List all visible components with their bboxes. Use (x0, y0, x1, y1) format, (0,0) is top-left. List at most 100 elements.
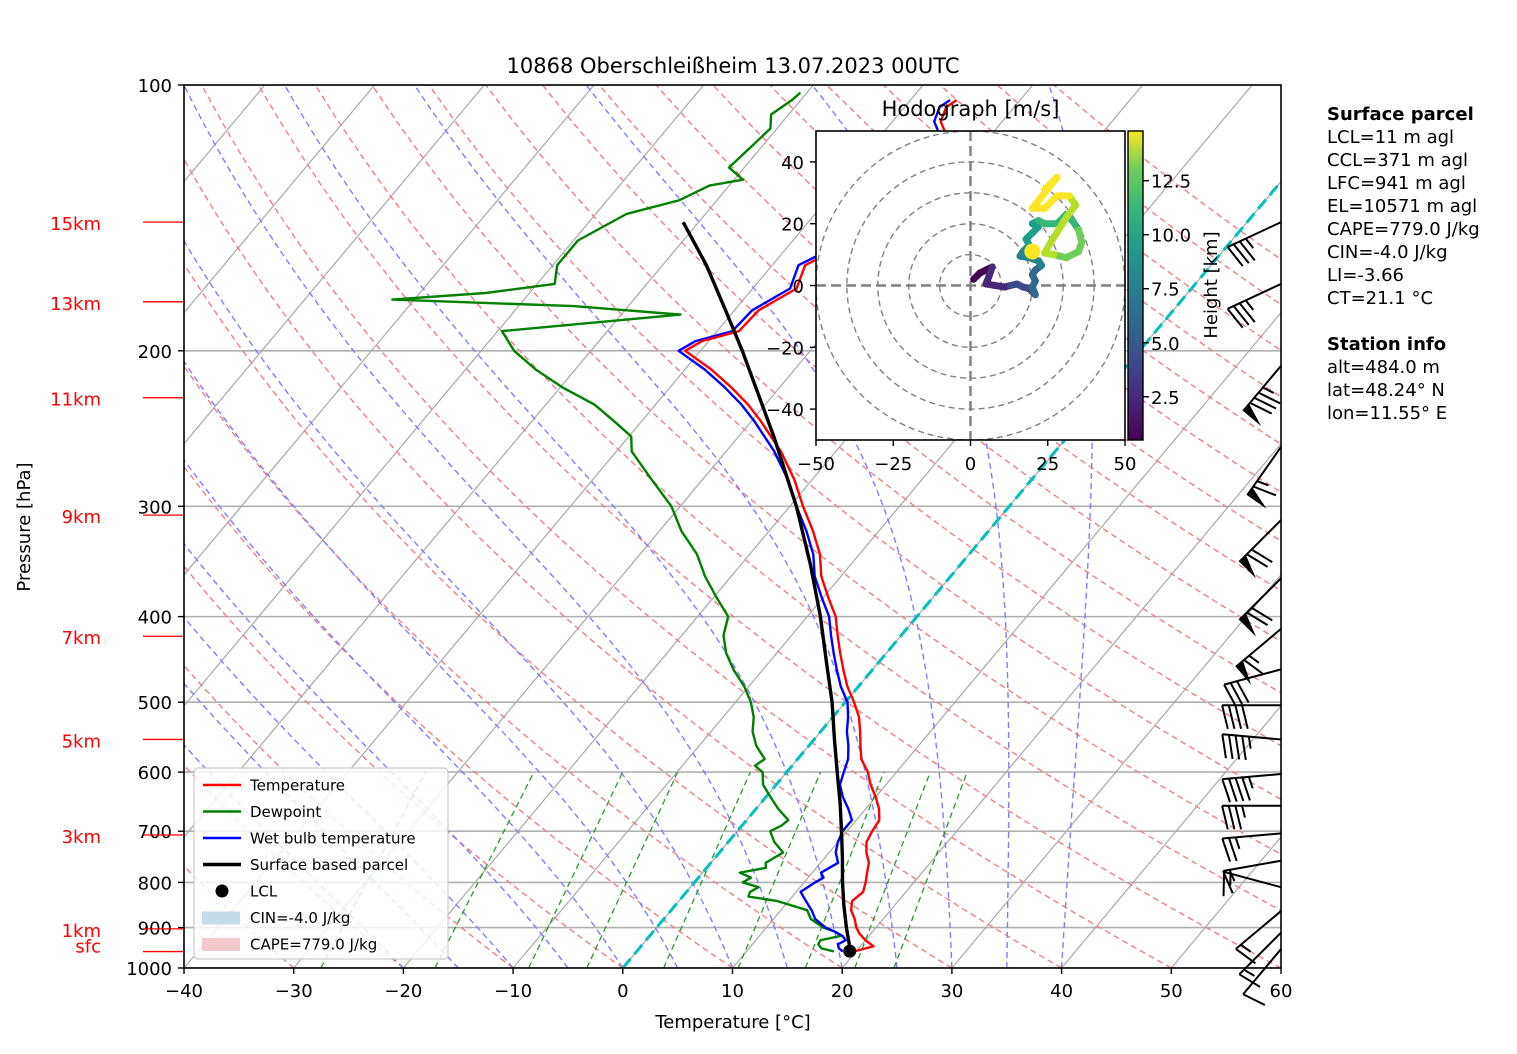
mixing-ratio-line (434, 771, 535, 968)
wind-barb (1221, 733, 1282, 761)
barb-staff (1238, 577, 1282, 621)
dry-adiabat-line (184, 158, 1062, 968)
barb-full (1238, 973, 1261, 988)
barb-full (1253, 396, 1277, 410)
barb-full (1251, 548, 1273, 564)
surface-parcel-value: CT=21.1 °C (1327, 288, 1434, 309)
height-label: 1km (62, 921, 101, 942)
x-tick-label: 60 (1270, 981, 1293, 1002)
dry-adiabat-line (257, 85, 1281, 968)
dry-adiabat-line (200, 85, 1172, 968)
barb-full (1221, 838, 1232, 862)
mixing-ratio-line (893, 771, 968, 968)
dry-adiabat-line (184, 364, 843, 968)
hodo-y-tick-label: 40 (781, 153, 804, 174)
station-info-value: alt=484.0 m (1327, 357, 1440, 378)
moist-adiabat-line (184, 682, 459, 968)
mixing-ratio-line (854, 771, 931, 968)
x-tick-label: 50 (1160, 981, 1183, 1002)
surface-parcel-value: LI=-3.66 (1327, 265, 1404, 286)
y-tick-label: 100 (138, 76, 172, 97)
moist-adiabat-line (184, 239, 734, 968)
isotherm-line (184, 85, 376, 314)
barb-half (1262, 386, 1275, 394)
barb-full (1234, 705, 1243, 730)
barb-full (1246, 553, 1269, 568)
info-panel: Surface parcel LCL=11 m agl CCL=371 m agl… (1327, 103, 1480, 425)
hodo-x-tick-label: −25 (874, 454, 912, 475)
barb-pennant (1239, 613, 1257, 637)
y-tick-label: 500 (138, 693, 172, 714)
height-label: 11km (50, 390, 101, 411)
colorbar-tick-label: 10.0 (1151, 226, 1191, 247)
moist-adiabat-line (184, 360, 679, 968)
hodo-y-tick-label: 20 (781, 215, 804, 236)
barb-half (1247, 736, 1252, 749)
hodo-y-tick-label: 0 (793, 277, 804, 298)
barb-full (1221, 734, 1227, 759)
series-wet-bulb-temperature (677, 99, 954, 953)
isotherm-line (732, 311, 1281, 968)
barb-staff (1246, 446, 1282, 496)
wind-barb (1221, 773, 1282, 803)
colorbar-tick-label: 7.5 (1151, 280, 1180, 301)
barb-full (1234, 735, 1241, 760)
x-tick-label: 20 (831, 981, 854, 1002)
barb-full (1227, 805, 1236, 830)
isotherm-line (841, 442, 1281, 968)
barb-staff (1223, 870, 1282, 889)
barb-full (1249, 401, 1273, 415)
barb-full (1223, 684, 1237, 707)
barb-staff (1222, 832, 1282, 840)
isotherm-line (951, 573, 1281, 968)
hodograph: Hodograph [m/s] −50 −25 0 25 50 −40 −20 0 20 40 2.5… (766, 97, 1222, 475)
barb-half (1241, 805, 1246, 818)
dry-adiabat-line (184, 565, 624, 968)
barb-full (1227, 734, 1234, 759)
dry-adiabat-line (769, 85, 1281, 493)
dry-adiabat-line (184, 465, 733, 968)
hodograph-point (1024, 243, 1041, 260)
barb-full (1221, 705, 1229, 730)
barb-pennant (1239, 555, 1257, 579)
station-info-value: lat=48.24° N (1327, 380, 1445, 401)
barb-full (1221, 805, 1229, 830)
barb-staff (1235, 910, 1282, 950)
isotherm-line (184, 85, 705, 707)
legend-label: Wet bulb temperature (250, 830, 416, 848)
isotherm-line (184, 85, 485, 445)
barb-staff (1223, 668, 1282, 686)
colorbar-label: Height [km] (1201, 231, 1222, 338)
height-label: 9km (62, 507, 101, 528)
mixing-ratio-line (737, 771, 822, 968)
hodograph-segment (1047, 214, 1070, 246)
barb-staff (1222, 773, 1282, 781)
wind-barb (1221, 832, 1282, 862)
series-temperature (684, 99, 961, 953)
x-tick-label: −10 (494, 981, 532, 1002)
hodograph-segment (1041, 173, 1061, 194)
series-dewpoint (391, 91, 842, 953)
barb-full (1234, 805, 1243, 830)
barb-staff (1235, 628, 1282, 668)
barb-full (1221, 778, 1232, 803)
y-tick-label: 400 (138, 608, 172, 629)
barb-full (1258, 391, 1281, 405)
chart-title: 10868 Oberschleißheim 13.07.2023 00UTC (507, 54, 960, 78)
height-label: 15km (50, 214, 101, 235)
dry-adiabat-line (428, 85, 1281, 801)
barb-staff (1227, 221, 1282, 248)
legend-box (193, 767, 449, 960)
x-tick-label: 0 (617, 981, 628, 1002)
isotherm-line (1061, 704, 1281, 968)
moist-adiabat-line (184, 542, 569, 968)
legend: Temperature Dewpoint Wet bulb temperature S… (193, 767, 449, 960)
moist-adiabat-line (184, 85, 789, 968)
mixing-ratio-line (528, 771, 624, 968)
wind-barb (1238, 519, 1282, 579)
mixing-ratio-line (663, 771, 751, 968)
barb-full (1232, 243, 1250, 264)
x-tick-label: 40 (1050, 981, 1073, 1002)
barb-full (1227, 705, 1236, 730)
